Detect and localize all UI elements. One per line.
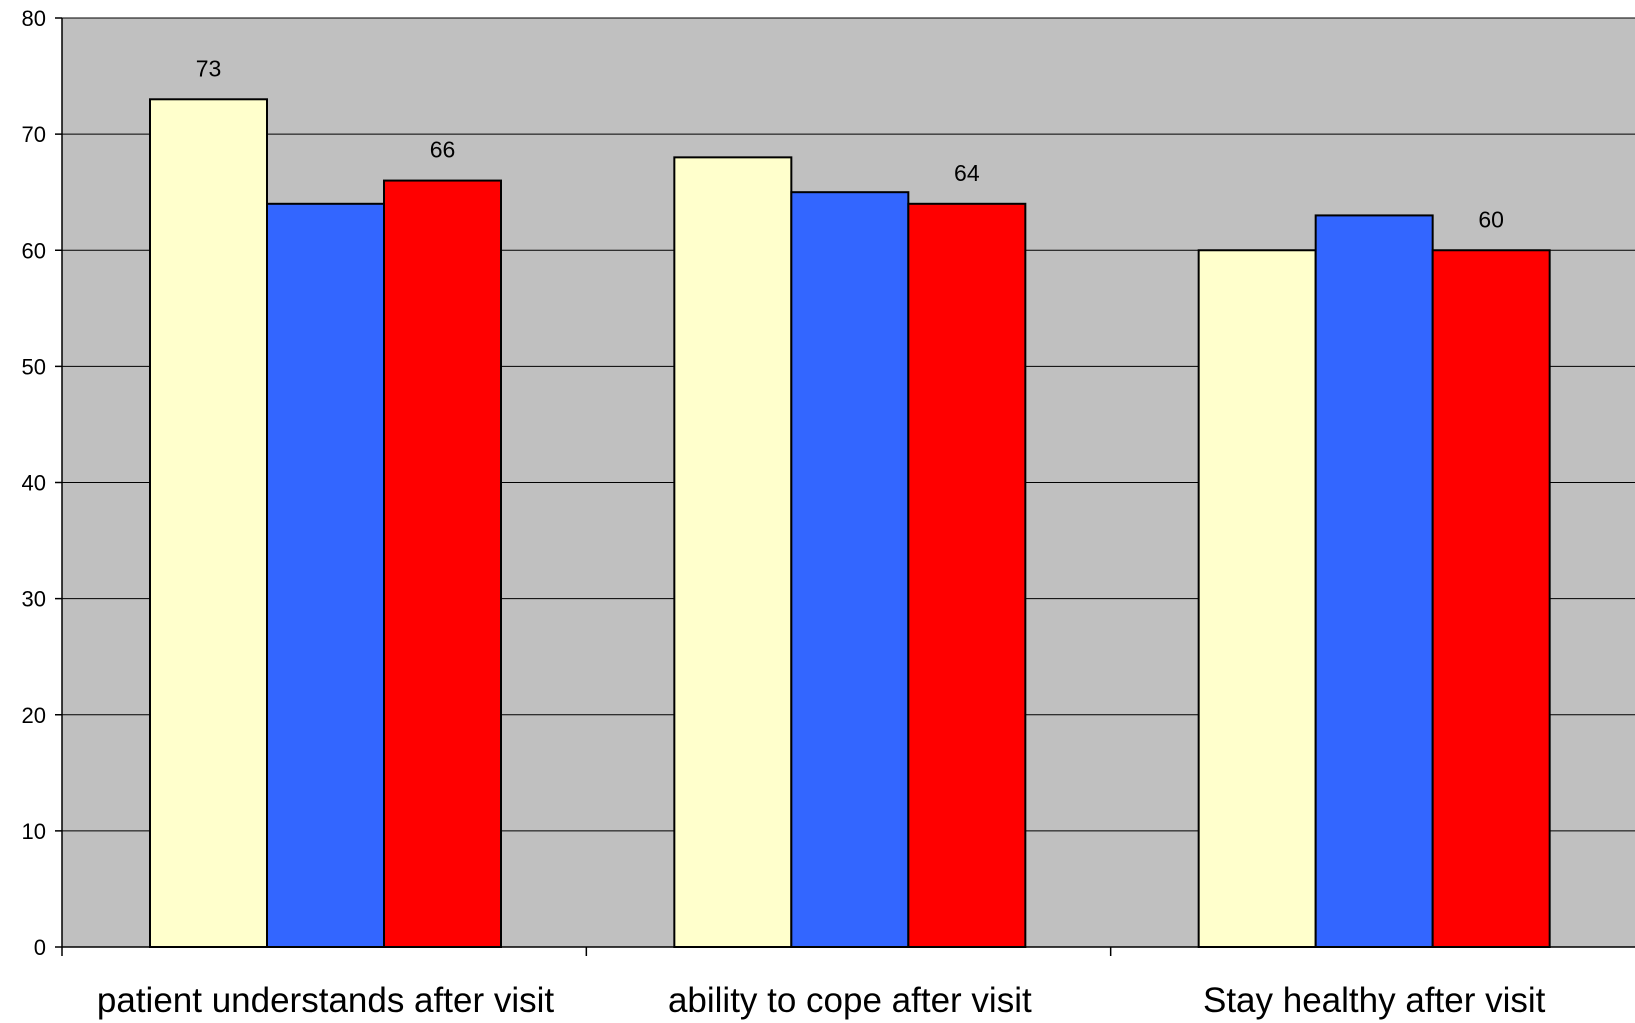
y-tick-label: 40 — [22, 471, 46, 496]
bars — [149, 98, 1551, 949]
data-label: 60 — [1478, 206, 1504, 232]
bar — [1197, 249, 1317, 948]
bar — [266, 202, 385, 949]
category-labels: patient understands after visit ability t… — [97, 981, 1546, 1020]
bar — [149, 98, 268, 949]
data-label: 73 — [196, 55, 222, 81]
bar — [673, 156, 793, 949]
y-tick-label: 30 — [22, 587, 46, 612]
axes — [55, 17, 1635, 956]
y-tick-labels: 0 10 20 30 40 50 60 70 80 — [22, 6, 46, 960]
bar — [1431, 249, 1551, 948]
y-tick-label: 80 — [22, 6, 46, 31]
category-label: patient understands after visit — [97, 981, 554, 1020]
data-label: 64 — [954, 160, 980, 186]
y-tick-label: 70 — [22, 122, 46, 147]
data-label: 66 — [430, 137, 456, 163]
y-tick-label: 50 — [22, 354, 46, 379]
bar — [1314, 214, 1434, 949]
bar — [383, 179, 502, 948]
y-tick-label: 0 — [34, 935, 46, 960]
bar — [907, 202, 1027, 949]
y-tick-label: 10 — [22, 819, 46, 844]
data-labels: 73 66 64 60 — [196, 55, 1504, 232]
y-tick-label: 20 — [22, 703, 46, 728]
y-tick-label: 60 — [22, 238, 46, 263]
category-label: Stay healthy after visit — [1203, 981, 1546, 1020]
category-label: ability to cope after visit — [668, 981, 1032, 1020]
bar — [790, 191, 910, 948]
